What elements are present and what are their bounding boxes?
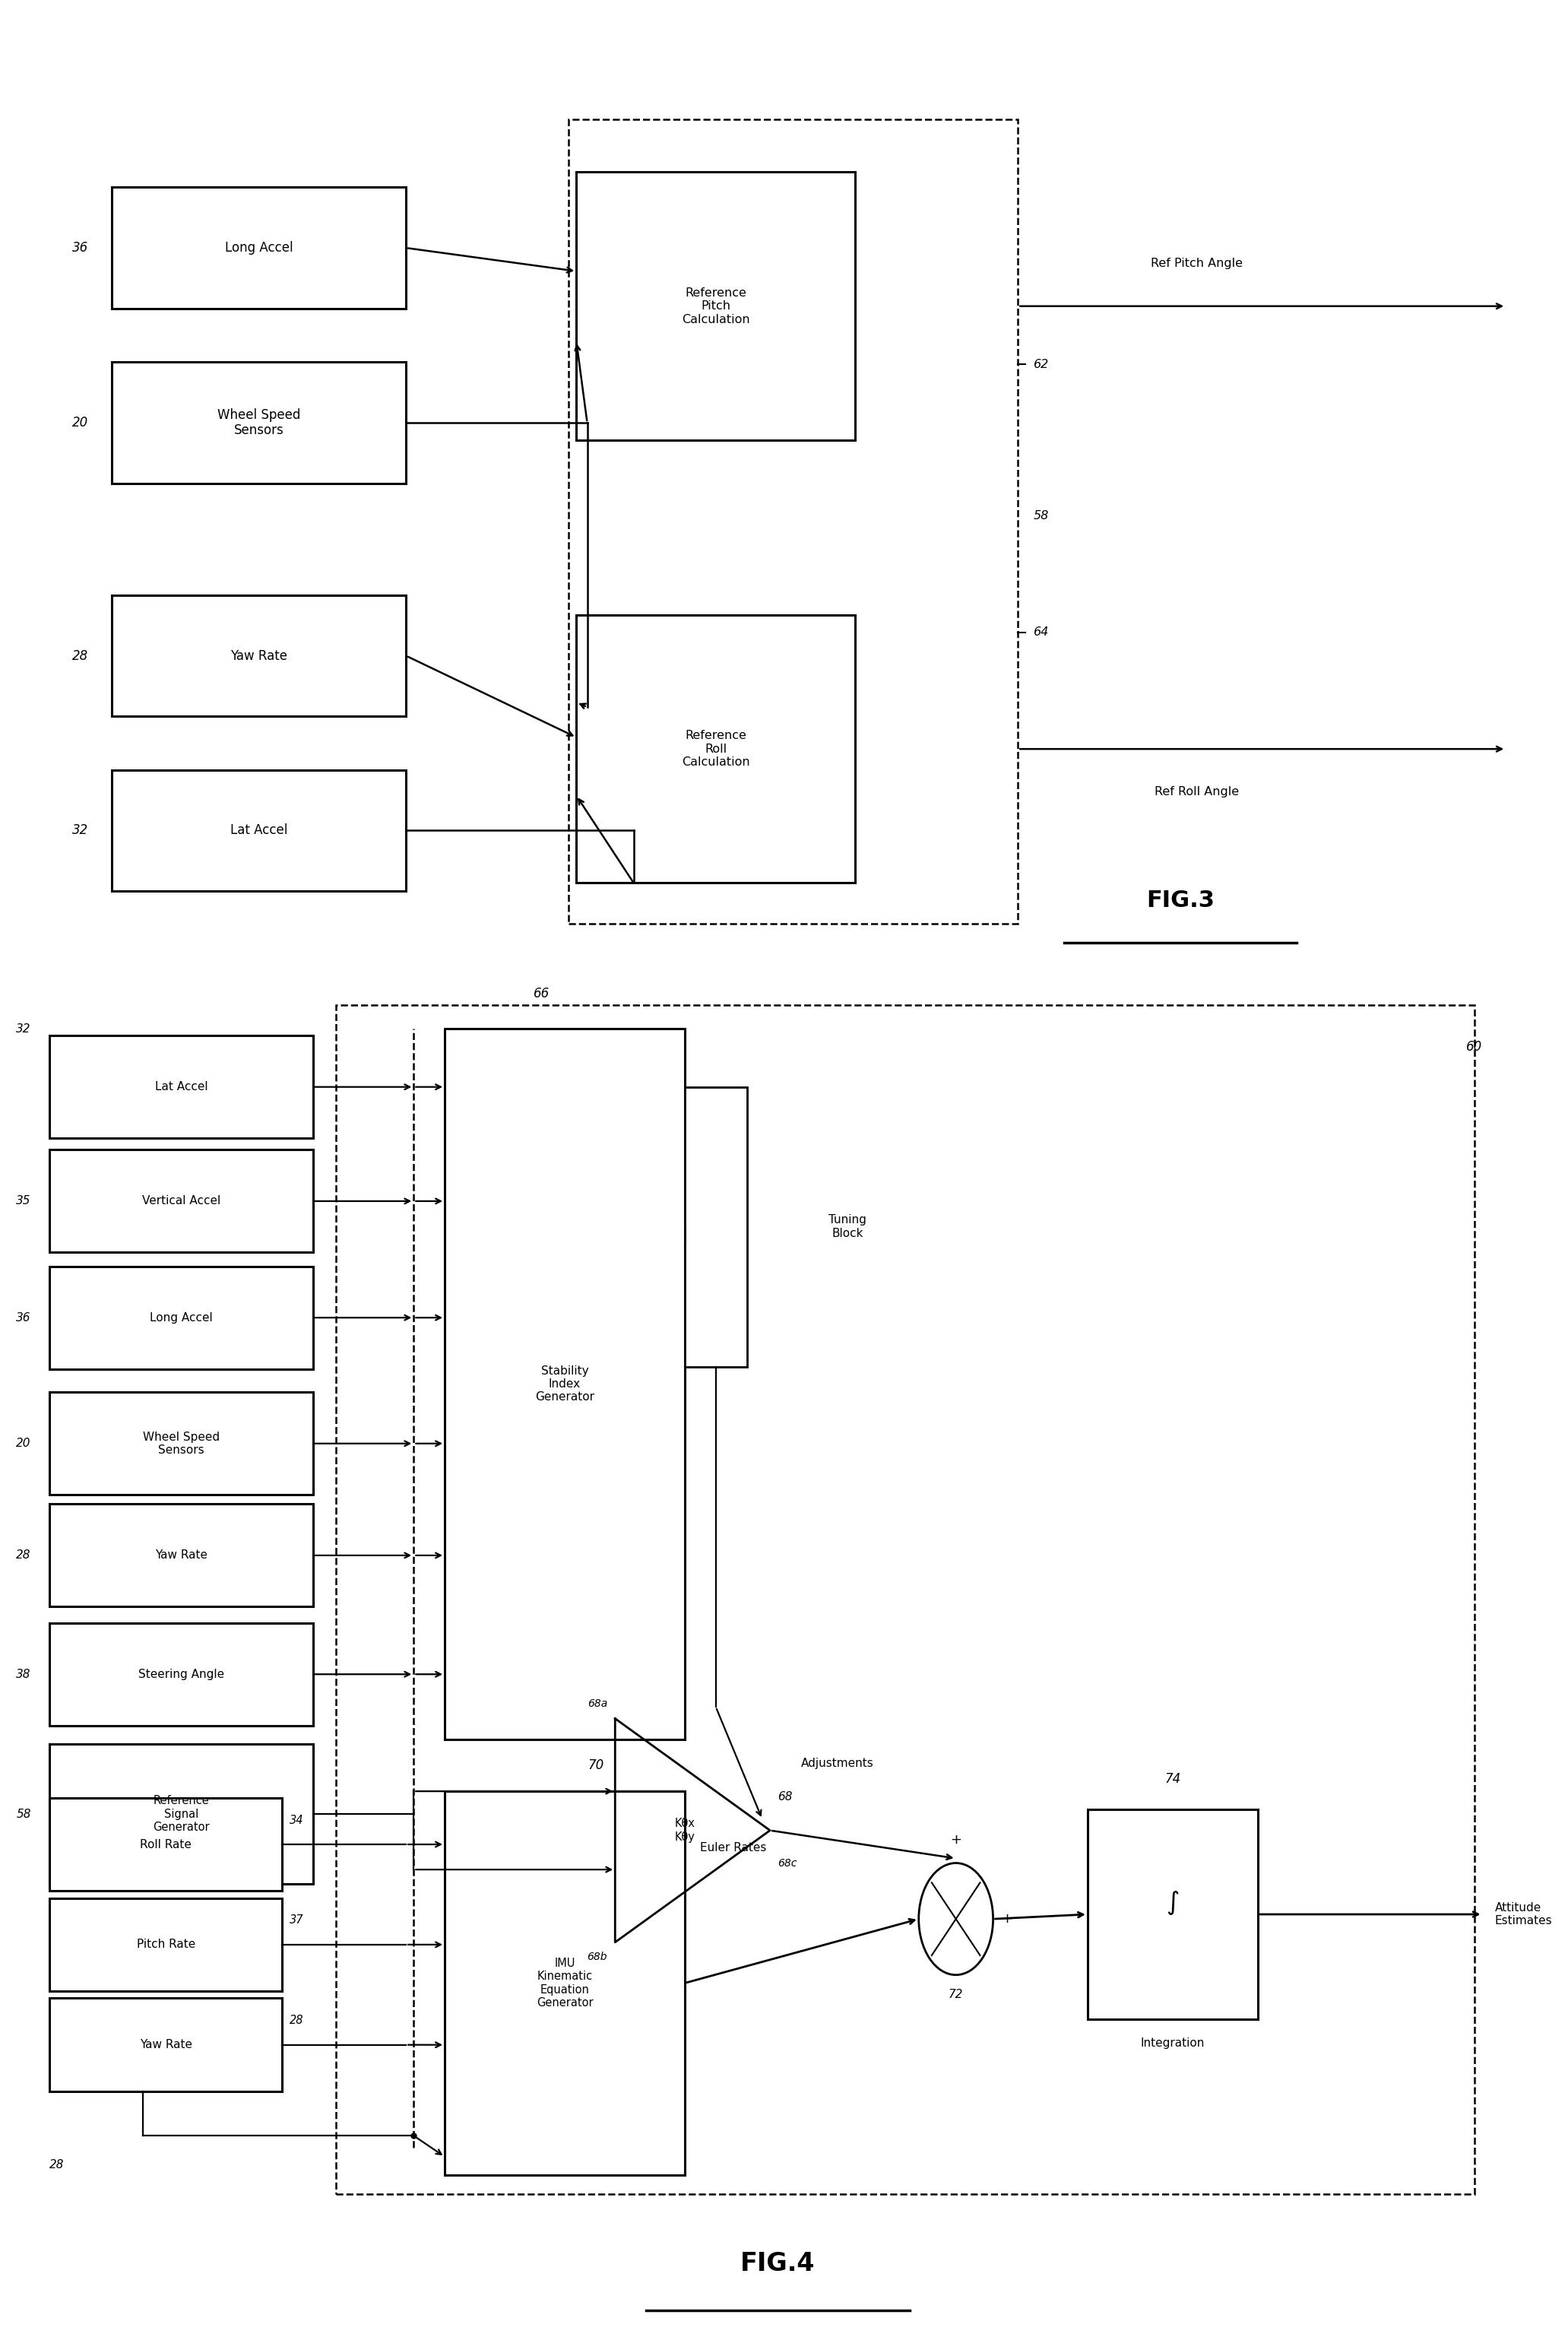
Bar xyxy=(577,615,855,883)
Text: 36: 36 xyxy=(16,1311,31,1323)
Bar xyxy=(50,1035,314,1138)
Bar xyxy=(50,1393,314,1496)
Text: Yaw Rate: Yaw Rate xyxy=(155,1549,207,1561)
Text: 68: 68 xyxy=(778,1790,792,1802)
Text: Wheel Speed
Sensors: Wheel Speed Sensors xyxy=(218,409,301,437)
Text: Euler Rates: Euler Rates xyxy=(701,1842,767,1853)
Text: 28: 28 xyxy=(290,2014,304,2026)
Text: 20: 20 xyxy=(72,416,88,430)
Text: Long Accel: Long Accel xyxy=(224,241,293,255)
Bar xyxy=(50,1622,314,1725)
Text: 58: 58 xyxy=(1033,509,1049,521)
Bar xyxy=(50,1267,314,1369)
Text: FIG.4: FIG.4 xyxy=(740,2251,815,2276)
Text: 70: 70 xyxy=(588,1757,604,1771)
Text: 68a: 68a xyxy=(588,1699,607,1708)
Text: ∫: ∫ xyxy=(1167,1891,1179,1916)
Text: 28: 28 xyxy=(50,2159,64,2171)
Bar xyxy=(111,187,406,308)
Text: +: + xyxy=(950,1832,961,1846)
Bar xyxy=(445,1790,685,2176)
Text: 60: 60 xyxy=(1466,1040,1483,1054)
Text: Lat Accel: Lat Accel xyxy=(230,823,287,837)
Text: Steering Angle: Steering Angle xyxy=(138,1669,224,1680)
Text: 35: 35 xyxy=(16,1197,31,1206)
Text: 72: 72 xyxy=(949,1989,963,2000)
Text: Reference
Pitch
Calculation: Reference Pitch Calculation xyxy=(682,287,750,325)
Text: Reference
Roll
Calculation: Reference Roll Calculation xyxy=(682,729,750,769)
Text: 37: 37 xyxy=(290,1914,304,1926)
Bar xyxy=(111,596,406,717)
Text: Kθx
Kθy: Kθx Kθy xyxy=(674,1818,695,1844)
Bar xyxy=(445,1028,685,1739)
Bar xyxy=(50,1998,282,2092)
Text: 62: 62 xyxy=(1033,358,1049,369)
Text: 36: 36 xyxy=(72,241,88,255)
Text: 28: 28 xyxy=(72,650,88,664)
Text: 34: 34 xyxy=(290,1814,304,1825)
Text: 38: 38 xyxy=(16,1669,31,1680)
Bar xyxy=(1088,1809,1258,2019)
Bar xyxy=(111,769,406,890)
Text: Yaw Rate: Yaw Rate xyxy=(230,650,287,664)
Bar xyxy=(569,119,1018,923)
Text: 68b: 68b xyxy=(586,1951,607,1963)
Text: IMU
Kinematic
Equation
Generator: IMU Kinematic Equation Generator xyxy=(536,1958,593,2007)
Text: Stability
Index
Generator: Stability Index Generator xyxy=(535,1365,594,1402)
Bar xyxy=(50,1505,314,1606)
Text: 66: 66 xyxy=(533,986,550,1000)
Text: Wheel Speed
Sensors: Wheel Speed Sensors xyxy=(143,1430,220,1456)
Text: Lat Accel: Lat Accel xyxy=(155,1082,209,1094)
Text: 58: 58 xyxy=(16,1809,31,1821)
Text: Vertical Accel: Vertical Accel xyxy=(143,1197,221,1206)
Text: 64: 64 xyxy=(1033,626,1049,638)
Text: 20: 20 xyxy=(16,1437,31,1449)
Text: Tuning
Block: Tuning Block xyxy=(828,1215,867,1239)
Text: Attitude
Estimates: Attitude Estimates xyxy=(1494,1902,1552,1926)
Text: Long Accel: Long Accel xyxy=(151,1311,213,1323)
Bar xyxy=(50,1898,282,1991)
Text: Reference
Signal
Generator: Reference Signal Generator xyxy=(154,1795,210,1832)
Text: Ref Pitch Angle: Ref Pitch Angle xyxy=(1151,257,1242,269)
Text: 68c: 68c xyxy=(778,1858,797,1870)
Text: Integration: Integration xyxy=(1140,2038,1204,2050)
Text: Adjustments: Adjustments xyxy=(801,1757,873,1769)
Text: Pitch Rate: Pitch Rate xyxy=(136,1940,194,1951)
Bar xyxy=(685,1087,746,1367)
Text: 28: 28 xyxy=(16,1549,31,1561)
Text: 32: 32 xyxy=(72,823,88,837)
Text: Yaw Rate: Yaw Rate xyxy=(140,2040,191,2050)
Text: FIG.3: FIG.3 xyxy=(1146,890,1215,911)
Text: Roll Rate: Roll Rate xyxy=(140,1839,191,1851)
Text: 74: 74 xyxy=(1165,1771,1181,1785)
Text: +: + xyxy=(1000,1912,1013,1926)
Bar xyxy=(336,1005,1475,2194)
Bar xyxy=(50,1797,282,1891)
Bar xyxy=(50,1743,314,1884)
Text: 32: 32 xyxy=(16,1024,31,1035)
Text: Ref Roll Angle: Ref Roll Angle xyxy=(1154,785,1239,797)
Bar xyxy=(111,362,406,484)
Bar xyxy=(50,1150,314,1253)
Bar xyxy=(577,173,855,439)
